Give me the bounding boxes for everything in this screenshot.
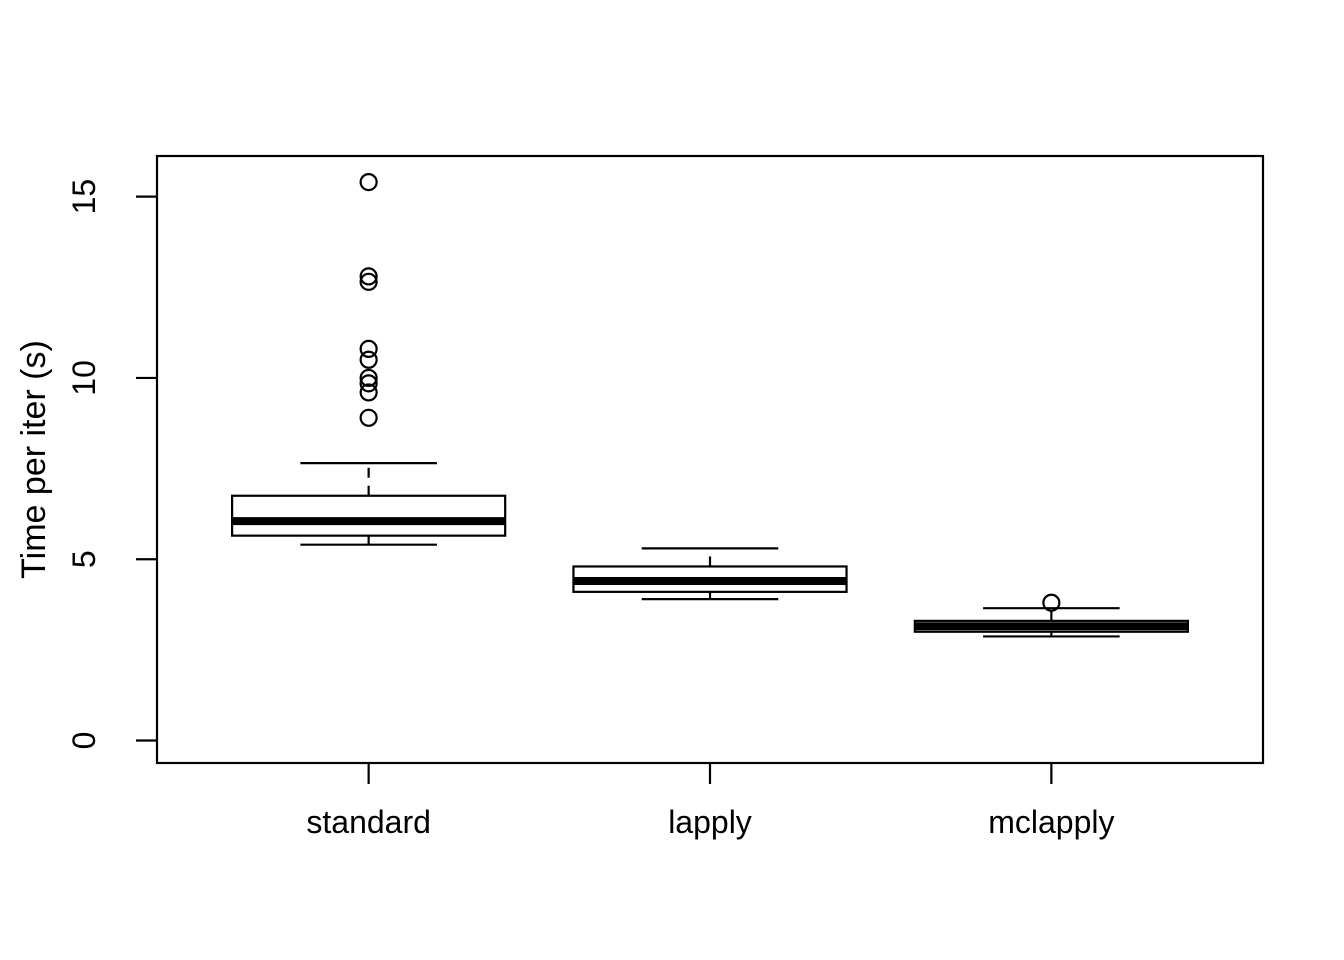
outlier-point [359, 173, 378, 192]
category-label-mclapply: mclapply [988, 804, 1114, 840]
category-label-standard: standard [306, 804, 431, 840]
outlier-point [359, 368, 378, 388]
box-mclapply [913, 593, 1190, 638]
y-axis: 15 10 5 0 [66, 179, 157, 750]
outlier-point [359, 408, 378, 427]
y-tick-label: 0 [66, 732, 102, 750]
y-tick-label: 10 [66, 360, 102, 396]
outlier-point [1042, 593, 1061, 612]
outlier-point [359, 383, 378, 402]
iqr-box [230, 494, 507, 537]
y-axis-title: Time per iter (s) [15, 340, 53, 579]
outlier-point [359, 272, 378, 291]
box-standard [230, 173, 507, 546]
y-tick-label: 15 [66, 179, 102, 215]
y-tick-label: 5 [66, 550, 102, 568]
box-lapply [572, 547, 848, 601]
x-axis: standard lapply mclapply [306, 763, 1114, 840]
outlier-point [359, 267, 378, 286]
outlier-point [359, 339, 378, 359]
outlier-point [359, 374, 378, 393]
plot-border [155, 154, 1265, 765]
outlier-point [359, 350, 378, 369]
category-label-lapply: lapply [668, 804, 752, 840]
